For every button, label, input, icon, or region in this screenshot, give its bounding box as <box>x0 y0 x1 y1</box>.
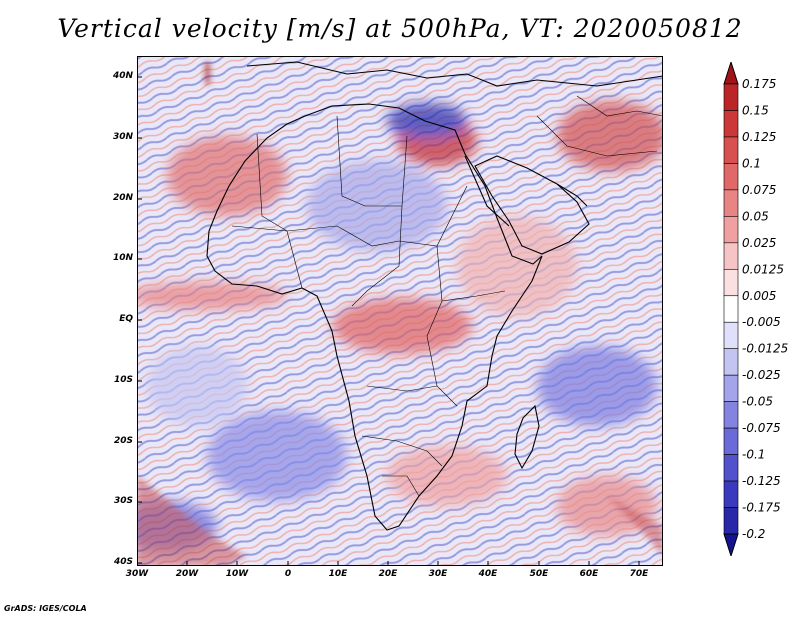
africa-coastline <box>206 103 543 531</box>
colorbar-label: -0.125 <box>742 474 781 488</box>
colorbar-bin <box>723 110 739 138</box>
colorbar-label: -0.1 <box>742 448 765 462</box>
x-tick-label: 10W <box>225 569 249 579</box>
grads-credit: GrADS: IGES/COLA <box>4 604 87 613</box>
x-tick-label: 40E <box>478 569 498 579</box>
colorbar: 0.175 0.15 0.125 0.1 0.075 0.05 0.025 0.0125 0.0… <box>723 62 788 556</box>
colorbar-label: 0.1 <box>742 156 761 170</box>
colorbar-label: 0.15 <box>742 103 769 117</box>
y-tick-label: 40N <box>112 71 133 81</box>
colorbar-bin <box>723 374 739 402</box>
colorbar-label: 0.005 <box>742 289 776 303</box>
colorbar-label: -0.05 <box>742 395 773 409</box>
axis-ticks <box>137 76 640 566</box>
colorbar-label: 0.0125 <box>742 262 784 276</box>
coastlines <box>206 61 663 531</box>
y-tick-label: 40S <box>113 557 133 567</box>
y-tick-label: 10N <box>112 253 133 263</box>
x-tick-label: 70E <box>629 569 649 579</box>
colorbar-label: 0.025 <box>742 236 776 250</box>
colorbar-label: -0.2 <box>742 527 765 541</box>
colorbar-bin <box>723 189 739 217</box>
colorbar-label: 0.05 <box>742 209 769 223</box>
colorbar-bin <box>723 321 739 350</box>
x-tick-label: 20E <box>378 569 398 579</box>
colorbar-bin <box>723 83 739 111</box>
colorbar-label: -0.005 <box>742 315 781 329</box>
colorbar-label: 0.175 <box>742 77 776 91</box>
colorbar-bin <box>723 480 739 508</box>
map-plot <box>137 56 663 566</box>
plot-frame <box>137 56 663 566</box>
red-sea <box>464 155 510 227</box>
colorbar-bin <box>723 136 739 164</box>
colorbar-bin <box>723 216 739 244</box>
x-tick-label: 30E <box>428 569 448 579</box>
colorbar-label: -0.175 <box>742 501 781 515</box>
y-tick-label: 20S <box>113 436 133 446</box>
chart-title: Vertical velocity [m/s] at 500hPa, VT: 2… <box>57 14 743 43</box>
europe-coastline <box>246 61 663 87</box>
colorbar-bin <box>723 295 739 323</box>
x-tick-label: 50E <box>529 569 549 579</box>
colorbar-bin <box>723 348 739 376</box>
x-tick-label: 30W <box>125 569 149 579</box>
colorbar-bin <box>723 427 739 455</box>
x-tick-label: 0 <box>284 569 292 579</box>
y-tick-label: 10S <box>113 375 133 385</box>
colorbar-label: -0.0125 <box>742 342 788 356</box>
y-tick-label: 30S <box>113 496 133 506</box>
y-tick-label: 30N <box>112 132 133 142</box>
colorbar-top-arrow <box>723 62 739 85</box>
x-tick-label: 10E <box>328 569 348 579</box>
y-tick-label: EQ <box>119 314 133 324</box>
field-blobs <box>137 62 663 566</box>
colorbar-bin <box>723 454 739 482</box>
x-tick-label: 60E <box>579 569 599 579</box>
colorbar-label: -0.075 <box>742 421 781 435</box>
y-tick-label: 20N <box>112 193 133 203</box>
colorbar-bin <box>723 507 739 535</box>
colorbar-bin <box>723 163 739 191</box>
x-tick-label: 20W <box>175 569 199 579</box>
colorbar-bin <box>723 401 739 429</box>
madagascar-coastline <box>514 404 540 470</box>
country-borders <box>231 95 663 497</box>
persian-gulf <box>556 183 588 207</box>
colorbar-bottom-arrow <box>723 533 739 556</box>
colorbar-label: -0.025 <box>742 368 781 382</box>
colorbar-label: 0.075 <box>742 183 776 197</box>
colorbar-bin <box>723 268 739 297</box>
arabia-coastline <box>474 155 590 255</box>
colorbar-label: 0.125 <box>742 130 776 144</box>
colorbar-bin <box>723 242 739 270</box>
